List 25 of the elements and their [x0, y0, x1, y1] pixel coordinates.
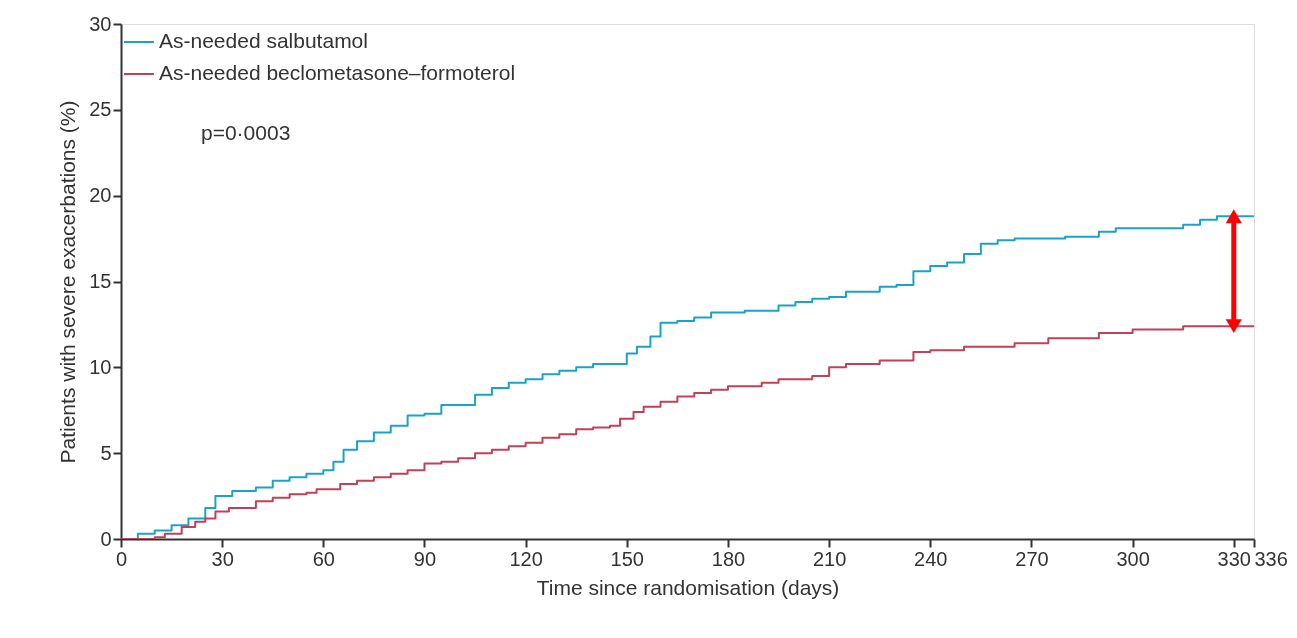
- x-tick-label: 336: [1254, 547, 1288, 570]
- y-tick-label: 5: [100, 441, 112, 464]
- y-tick-label: 25: [89, 98, 112, 121]
- x-tick-label: 150: [610, 547, 644, 570]
- x-tick-label: 210: [812, 547, 847, 570]
- annotation: p=0·0003: [201, 121, 291, 144]
- y-tick-label: 20: [89, 184, 112, 207]
- x-tick-label: 90: [413, 547, 437, 570]
- x-tick-label: 180: [711, 547, 746, 570]
- x-tick-label: 240: [914, 547, 948, 570]
- y-tick-label: 30: [89, 12, 112, 35]
- legend-label: As-needed beclometasone–formoterol: [159, 61, 516, 84]
- x-tick-label: 120: [509, 547, 543, 570]
- x-axis-title: Time since randomisation (days): [536, 575, 840, 599]
- x-tick-label: 60: [312, 547, 335, 570]
- y-tick-label: 15: [89, 270, 112, 292]
- y-axis-title: Patients with severe exacerbations (%): [56, 100, 80, 464]
- legend-label: As-needed salbutamol: [159, 29, 368, 52]
- y-tick-label: 0: [100, 527, 112, 550]
- y-tick-label: 10: [89, 355, 112, 378]
- x-tick-label: 330: [1217, 547, 1251, 570]
- x-tick-label: 30: [211, 547, 234, 570]
- x-tick-label: 270: [1015, 547, 1049, 570]
- x-tick-label: 300: [1116, 547, 1150, 570]
- x-tick-label: 0: [115, 547, 128, 570]
